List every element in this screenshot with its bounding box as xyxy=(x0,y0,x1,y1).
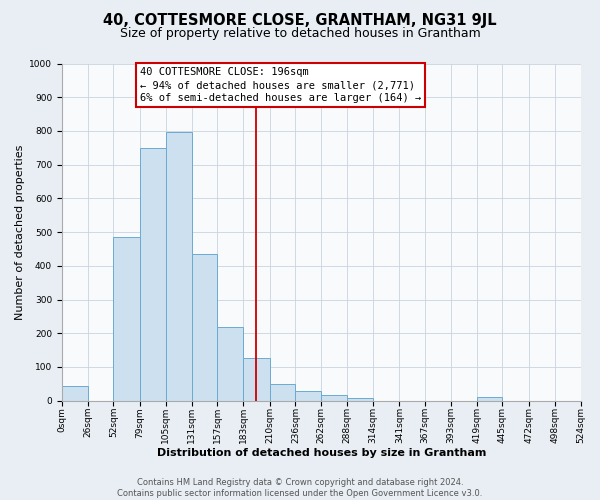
Text: Contains HM Land Registry data © Crown copyright and database right 2024.
Contai: Contains HM Land Registry data © Crown c… xyxy=(118,478,482,498)
Bar xyxy=(62,386,88,400)
Bar xyxy=(191,254,217,400)
Bar xyxy=(295,390,321,400)
Y-axis label: Number of detached properties: Number of detached properties xyxy=(15,144,25,320)
Bar xyxy=(476,398,502,400)
Text: 40, COTTESMORE CLOSE, GRANTHAM, NG31 9JL: 40, COTTESMORE CLOSE, GRANTHAM, NG31 9JL xyxy=(103,12,497,28)
Bar xyxy=(166,132,191,400)
X-axis label: Distribution of detached houses by size in Grantham: Distribution of detached houses by size … xyxy=(157,448,486,458)
Bar xyxy=(140,148,166,401)
Text: Size of property relative to detached houses in Grantham: Size of property relative to detached ho… xyxy=(119,28,481,40)
Bar xyxy=(270,384,295,400)
Text: 40 COTTESMORE CLOSE: 196sqm
← 94% of detached houses are smaller (2,771)
6% of s: 40 COTTESMORE CLOSE: 196sqm ← 94% of det… xyxy=(140,67,421,104)
Bar xyxy=(243,358,270,401)
Bar xyxy=(217,326,243,400)
Bar xyxy=(321,394,347,400)
Bar xyxy=(113,237,140,400)
Bar xyxy=(347,398,373,400)
